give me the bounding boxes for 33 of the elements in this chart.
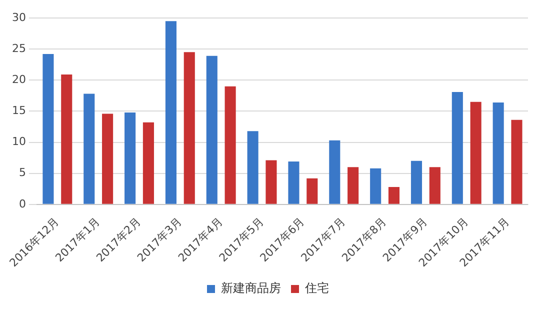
- bar: [184, 52, 195, 204]
- bar: [84, 94, 95, 204]
- bar: [206, 56, 218, 204]
- bar: [348, 167, 359, 204]
- bar: [266, 160, 277, 204]
- bar: [142, 122, 154, 204]
- bar: [247, 131, 258, 204]
- bar: [429, 167, 440, 204]
- bar: [306, 178, 318, 204]
- bar: [388, 187, 400, 204]
- bar: [288, 162, 300, 204]
- bar: [224, 86, 236, 204]
- y-tick-label: 25: [12, 42, 26, 55]
- bar: [124, 112, 136, 204]
- bar: [511, 120, 522, 204]
- legend-label: 住宅: [304, 281, 329, 296]
- bar: [102, 114, 114, 204]
- bar: [370, 168, 382, 204]
- y-tick-label: 10: [12, 135, 26, 148]
- bar: [329, 140, 340, 204]
- bar: [410, 160, 422, 204]
- y-tick-label: 5: [18, 166, 26, 180]
- bar: [470, 102, 482, 204]
- bar: [165, 21, 176, 204]
- y-tick-label: 20: [12, 73, 26, 86]
- bar: [492, 102, 504, 204]
- bar: [452, 92, 463, 204]
- y-tick-label: 30: [12, 10, 26, 24]
- legend-label: 新建商品房: [221, 281, 281, 296]
- y-tick-label: 0: [18, 197, 26, 210]
- y-tick-label: 15: [12, 104, 26, 118]
- bar: [61, 74, 72, 204]
- bar: [42, 54, 54, 204]
